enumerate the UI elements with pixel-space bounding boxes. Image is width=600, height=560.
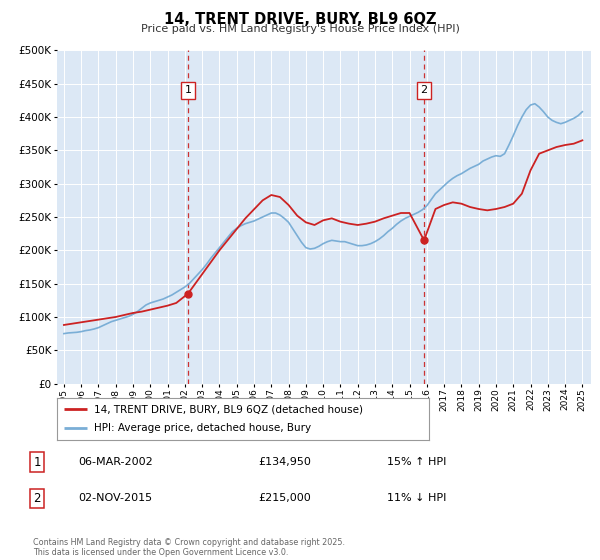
Text: Price paid vs. HM Land Registry's House Price Index (HPI): Price paid vs. HM Land Registry's House … (140, 24, 460, 34)
Text: 11% ↓ HPI: 11% ↓ HPI (387, 493, 446, 503)
Text: £134,950: £134,950 (258, 457, 311, 467)
Text: 1: 1 (184, 85, 191, 95)
Text: 2: 2 (34, 492, 41, 505)
Text: HPI: Average price, detached house, Bury: HPI: Average price, detached house, Bury (94, 423, 311, 433)
Text: 14, TRENT DRIVE, BURY, BL9 6QZ: 14, TRENT DRIVE, BURY, BL9 6QZ (164, 12, 436, 27)
Text: 06-MAR-2002: 06-MAR-2002 (78, 457, 153, 467)
Text: 14, TRENT DRIVE, BURY, BL9 6QZ (detached house): 14, TRENT DRIVE, BURY, BL9 6QZ (detached… (94, 404, 363, 414)
Text: 15% ↑ HPI: 15% ↑ HPI (387, 457, 446, 467)
Text: 1: 1 (34, 455, 41, 469)
Text: £215,000: £215,000 (258, 493, 311, 503)
Text: 02-NOV-2015: 02-NOV-2015 (78, 493, 152, 503)
Text: Contains HM Land Registry data © Crown copyright and database right 2025.
This d: Contains HM Land Registry data © Crown c… (33, 538, 345, 557)
Text: 2: 2 (421, 85, 428, 95)
